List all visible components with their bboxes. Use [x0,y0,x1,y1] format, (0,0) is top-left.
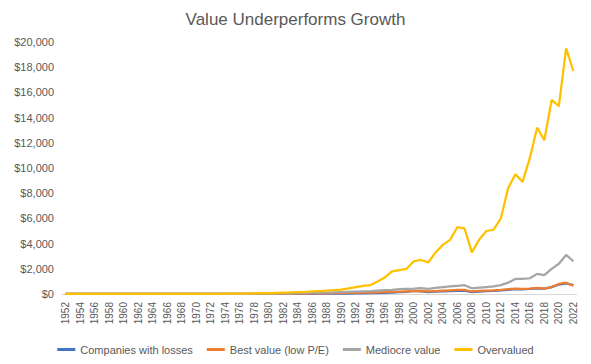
svg-text:2022: 2022 [568,302,579,325]
svg-text:1968: 1968 [176,302,187,325]
svg-text:$16,000: $16,000 [14,86,54,98]
svg-text:1956: 1956 [89,302,100,325]
svg-text:2006: 2006 [452,302,463,325]
svg-text:1972: 1972 [205,302,216,325]
svg-text:2020: 2020 [553,302,564,325]
svg-text:1982: 1982 [278,302,289,325]
svg-text:1978: 1978 [249,302,260,325]
svg-text:1990: 1990 [336,302,347,325]
svg-text:1976: 1976 [234,302,245,325]
svg-text:$20,000: $20,000 [14,36,54,48]
svg-text:2014: 2014 [510,302,521,325]
svg-text:2016: 2016 [524,302,535,325]
svg-text:2010: 2010 [481,302,492,325]
svg-text:$10,000: $10,000 [14,162,54,174]
svg-text:$8,000: $8,000 [20,187,54,199]
svg-text:1974: 1974 [220,302,231,325]
svg-text:$0: $0 [42,288,54,300]
svg-text:$6,000: $6,000 [20,212,54,224]
svg-text:1954: 1954 [75,302,86,325]
svg-text:Companies with losses: Companies with losses [80,344,193,356]
svg-text:1980: 1980 [263,302,274,325]
svg-text:2012: 2012 [495,302,506,325]
svg-text:1996: 1996 [379,302,390,325]
svg-text:1992: 1992 [350,302,361,325]
svg-text:Best value (low P/E): Best value (low P/E) [230,344,329,356]
svg-text:1964: 1964 [147,302,158,325]
svg-text:$18,000: $18,000 [14,61,54,73]
svg-text:Overvalued: Overvalued [477,344,533,356]
svg-text:$12,000: $12,000 [14,137,54,149]
svg-text:1988: 1988 [321,302,332,325]
svg-text:1986: 1986 [307,302,318,325]
svg-text:$14,000: $14,000 [14,112,54,124]
svg-text:1994: 1994 [365,302,376,325]
svg-text:1998: 1998 [394,302,405,325]
svg-text:1966: 1966 [162,302,173,325]
svg-text:2004: 2004 [437,302,448,325]
svg-text:1962: 1962 [133,302,144,325]
svg-text:1958: 1958 [104,302,115,325]
svg-text:1970: 1970 [191,302,202,325]
svg-text:1984: 1984 [292,302,303,325]
svg-text:Mediocre value: Mediocre value [366,344,441,356]
svg-text:$2,000: $2,000 [20,263,54,275]
svg-text:Value Underperforms Growth: Value Underperforms Growth [186,10,406,29]
svg-text:2018: 2018 [539,302,550,325]
svg-text:2000: 2000 [408,302,419,325]
svg-text:2002: 2002 [423,302,434,325]
svg-text:$4,000: $4,000 [20,238,54,250]
svg-text:2008: 2008 [466,302,477,325]
svg-text:1952: 1952 [60,302,71,325]
svg-text:1960: 1960 [118,302,129,325]
